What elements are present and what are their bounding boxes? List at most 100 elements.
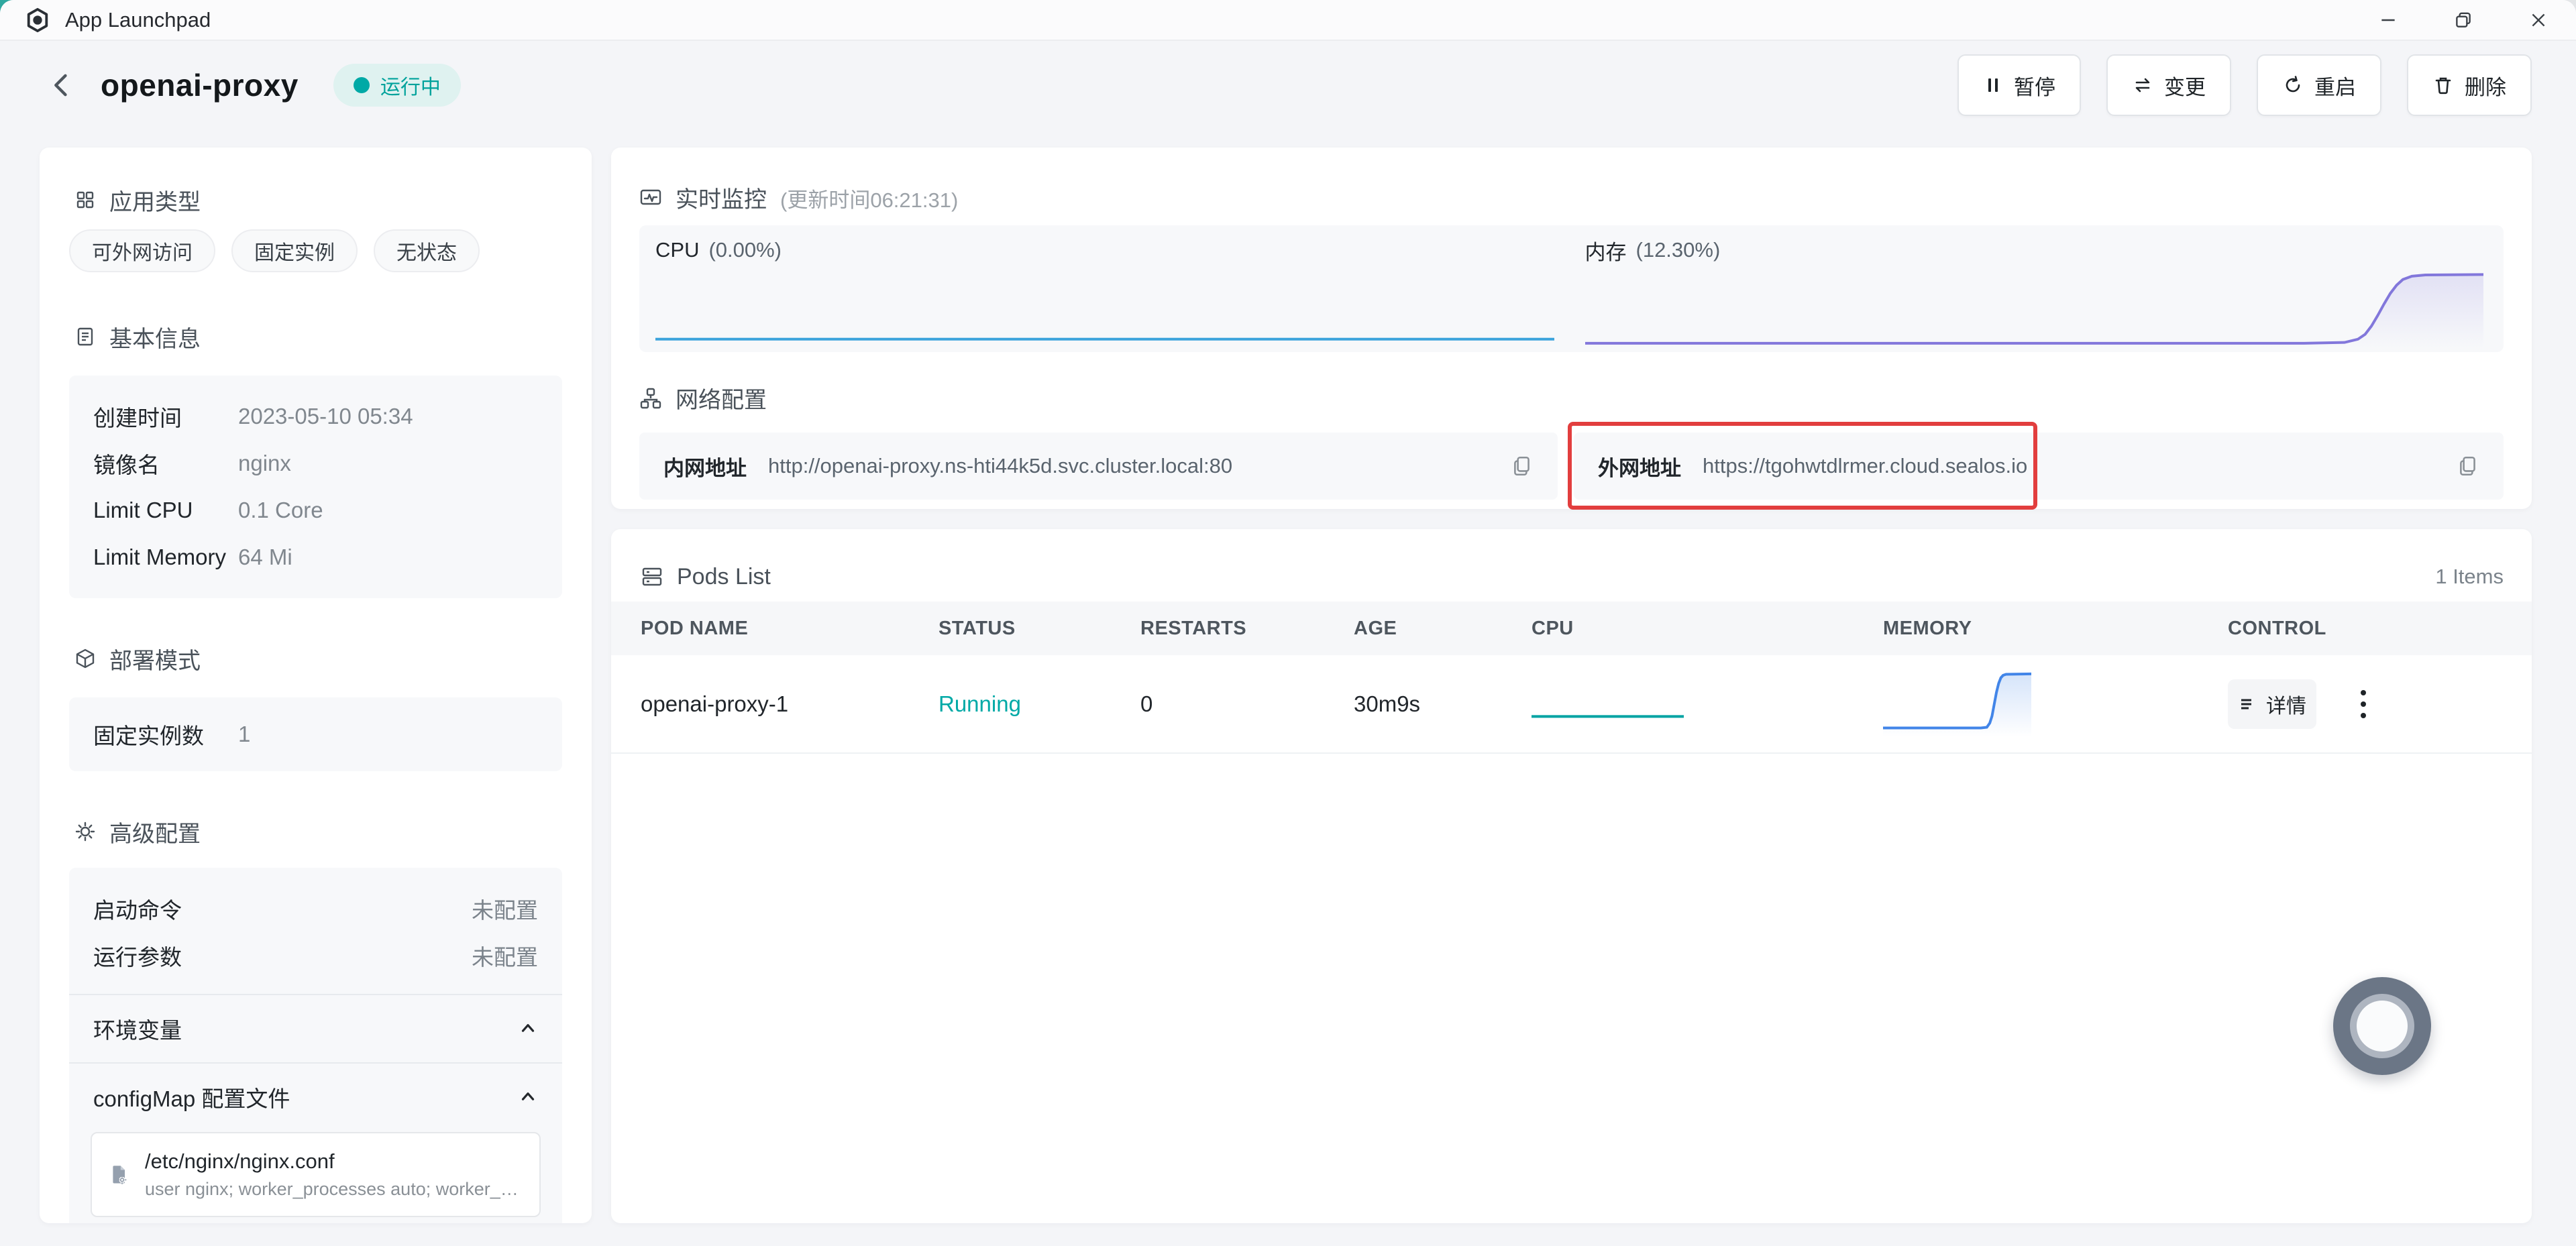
cpu-label: CPU: [655, 238, 700, 262]
app-name-title: openai-proxy: [101, 68, 299, 103]
external-address-url[interactable]: https://tgohwtdlrmer.cloud.sealos.io: [1703, 454, 2028, 477]
external-address-label: 外网地址: [1598, 456, 1681, 480]
document-icon: [77, 327, 93, 346]
copy-external-button[interactable]: [2457, 455, 2479, 477]
basic-info-title: 基本信息: [109, 326, 201, 352]
configmap-header[interactable]: configMap 配置文件: [69, 1064, 562, 1131]
restart-label: 重启: [2314, 75, 2356, 99]
monitor-update-time: (更新时间06:21:31): [780, 188, 959, 212]
monitor-header: 实时监控 (更新时间06:21:31): [639, 181, 2504, 215]
change-icon: [2135, 78, 2150, 93]
configmap-file-card[interactable]: /etc/nginx/nginx.conf user nginx; worker…: [91, 1132, 541, 1217]
copy-icon: [2460, 456, 2475, 476]
kv-row: 固定实例数 1: [93, 711, 538, 758]
pod-cpu-sparkline: [1532, 678, 1684, 725]
kv-row: 运行参数 未配置: [69, 932, 562, 979]
pause-button[interactable]: 暂停: [1957, 54, 2081, 116]
internal-address-label: 内网地址: [663, 456, 747, 480]
cpu-percent: (0.00%): [708, 238, 782, 262]
status-label: 运行中: [380, 76, 441, 99]
app-type-title: 应用类型: [109, 189, 201, 215]
restart-icon: [2286, 76, 2300, 93]
restart-button[interactable]: 重启: [2257, 54, 2381, 116]
delete-button[interactable]: 删除: [2407, 54, 2532, 116]
pods-header: Pods List 1 Items: [611, 529, 2532, 592]
minimize-button[interactable]: [2351, 0, 2426, 40]
kv-value: 未配置: [472, 945, 538, 970]
gear-icon: [75, 822, 95, 842]
col-restarts: RESTARTS: [1140, 617, 1247, 639]
monitor-title: 实时监控: [676, 187, 767, 213]
internal-address-url: http://openai-proxy.ns-hti44k5d.svc.clus…: [768, 454, 1233, 477]
status-dot-icon: [353, 77, 370, 93]
chevron-up-icon: [518, 1019, 538, 1039]
kv-row: 创建时间 2023-05-10 05:34: [93, 393, 538, 440]
floating-assistant-ball[interactable]: [2333, 977, 2431, 1075]
cube-icon: [76, 648, 95, 669]
pod-row: openai-proxy-1 Running 0 30m9s 详情: [611, 655, 2532, 754]
chevron-up-icon: [518, 1087, 538, 1107]
back-button[interactable]: [42, 65, 82, 105]
accordion-configmap: configMap 配置文件 /etc/nginx/nginx.conf use…: [69, 1062, 562, 1217]
window-title: App Launchpad: [65, 7, 211, 32]
external-address-row: 外网地址 https://tgohwtdlrmer.cloud.sealos.i…: [1568, 422, 2504, 510]
page-header: openai-proxy 运行中 暂停 变更 重启 删除: [0, 41, 2576, 129]
change-label: 变更: [2164, 75, 2206, 99]
detail-label: 详情: [2266, 695, 2306, 718]
section-app-type: 应用类型: [69, 185, 562, 215]
tag-fixed-instance: 固定实例: [231, 229, 358, 272]
minimize-icon: [2381, 19, 2395, 21]
memory-chart-block: 内存 (12.30%): [1585, 235, 2483, 352]
pod-detail-button[interactable]: 详情: [2228, 679, 2316, 729]
pod-name: openai-proxy-1: [641, 691, 789, 716]
pods-title: Pods List: [677, 563, 771, 589]
copy-internal-button[interactable]: [1511, 455, 1534, 477]
memory-label: 内存: [1585, 240, 1627, 264]
detail-list-icon: [2241, 699, 2251, 709]
col-age: AGE: [1354, 617, 1397, 639]
cpu-monitor-chart: [655, 266, 1554, 347]
kv-label: 创建时间: [93, 406, 182, 431]
kv-label: Limit Memory: [93, 545, 227, 569]
basic-info-panel: 创建时间 2023-05-10 05:34 镜像名 nginx Limit CPU 0…: [69, 376, 562, 598]
internal-address-row: 内网地址 http://openai-proxy.ns-hti44k5d.svc…: [639, 433, 1558, 500]
pods-card: Pods List 1 Items POD NAME STATUS RESTAR…: [611, 529, 2532, 1223]
advanced-panel: 启动命令 未配置 运行参数 未配置 环境变量 configMap 配置文件: [69, 868, 562, 1223]
pod-memory-sparkline: [1883, 667, 2031, 737]
kv-label: 运行参数: [93, 945, 182, 970]
env-vars-header[interactable]: 环境变量: [69, 995, 562, 1062]
kv-row: Limit CPU 0.1 Core: [93, 487, 538, 534]
kv-value: 2023-05-10 05:34: [238, 404, 413, 429]
trash-icon: [2435, 77, 2451, 95]
kv-label: 启动命令: [93, 898, 182, 923]
col-status: STATUS: [938, 617, 1016, 639]
kv-value: 未配置: [472, 898, 538, 923]
pod-age: 30m9s: [1354, 691, 1421, 716]
deploy-mode-title: 部署模式: [109, 648, 201, 674]
memory-monitor-chart: [1585, 266, 2483, 347]
pod-more-menu-button[interactable]: [2355, 685, 2371, 724]
file-gear-icon: [113, 1165, 127, 1184]
pods-list-icon: [642, 567, 662, 586]
pods-count: 1 Items: [2435, 565, 2504, 588]
grid-icon: [76, 191, 94, 209]
tag-external-access: 可外网访问: [69, 229, 215, 272]
change-button[interactable]: 变更: [2106, 54, 2231, 116]
kv-value: 64 Mi: [238, 545, 292, 569]
status-badge: 运行中: [333, 64, 461, 107]
pause-label: 暂停: [2014, 75, 2055, 99]
section-advanced: 高级配置: [69, 817, 562, 847]
pod-restarts: 0: [1140, 691, 1153, 716]
floating-ball-core: [2357, 1001, 2408, 1052]
kv-value: 0.1 Core: [238, 498, 323, 522]
restore-button[interactable]: [2426, 0, 2501, 40]
pods-table-header: POD NAME STATUS RESTARTS AGE CPU MEMORY …: [611, 602, 2532, 655]
kv-row: 镜像名 nginx: [93, 440, 538, 487]
network-header: 网络配置: [639, 382, 2504, 415]
monitor-icon: [639, 186, 662, 209]
close-button[interactable]: [2501, 0, 2576, 40]
kv-row: 启动命令 未配置: [69, 885, 562, 932]
sidebar: 应用类型 可外网访问 固定实例 无状态 基本信息 创建时间 2023-05-10 …: [40, 148, 592, 1223]
kv-label: 固定实例数: [93, 724, 204, 748]
